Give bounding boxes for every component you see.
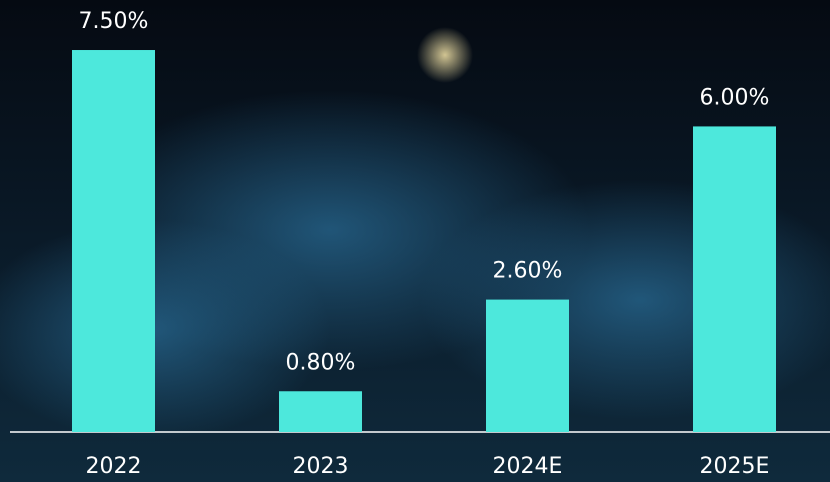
x-tick-label: 2024E xyxy=(493,454,563,479)
x-tick-label: 2022 xyxy=(86,454,142,479)
x-tick-label: 2023 xyxy=(293,454,349,479)
value-label: 0.80% xyxy=(286,350,356,375)
bar xyxy=(486,300,569,432)
bar xyxy=(693,126,776,432)
value-label: 2.60% xyxy=(493,259,563,284)
bar xyxy=(279,391,362,432)
value-label: 6.00% xyxy=(700,85,770,110)
chart: 2022 7.50% 2023 0.80% 2024E 2.60% 2025E 6.00% xyxy=(0,0,830,482)
x-tick-label: 2025E xyxy=(700,454,770,479)
bar xyxy=(72,50,155,432)
value-label: 7.50% xyxy=(79,9,149,34)
